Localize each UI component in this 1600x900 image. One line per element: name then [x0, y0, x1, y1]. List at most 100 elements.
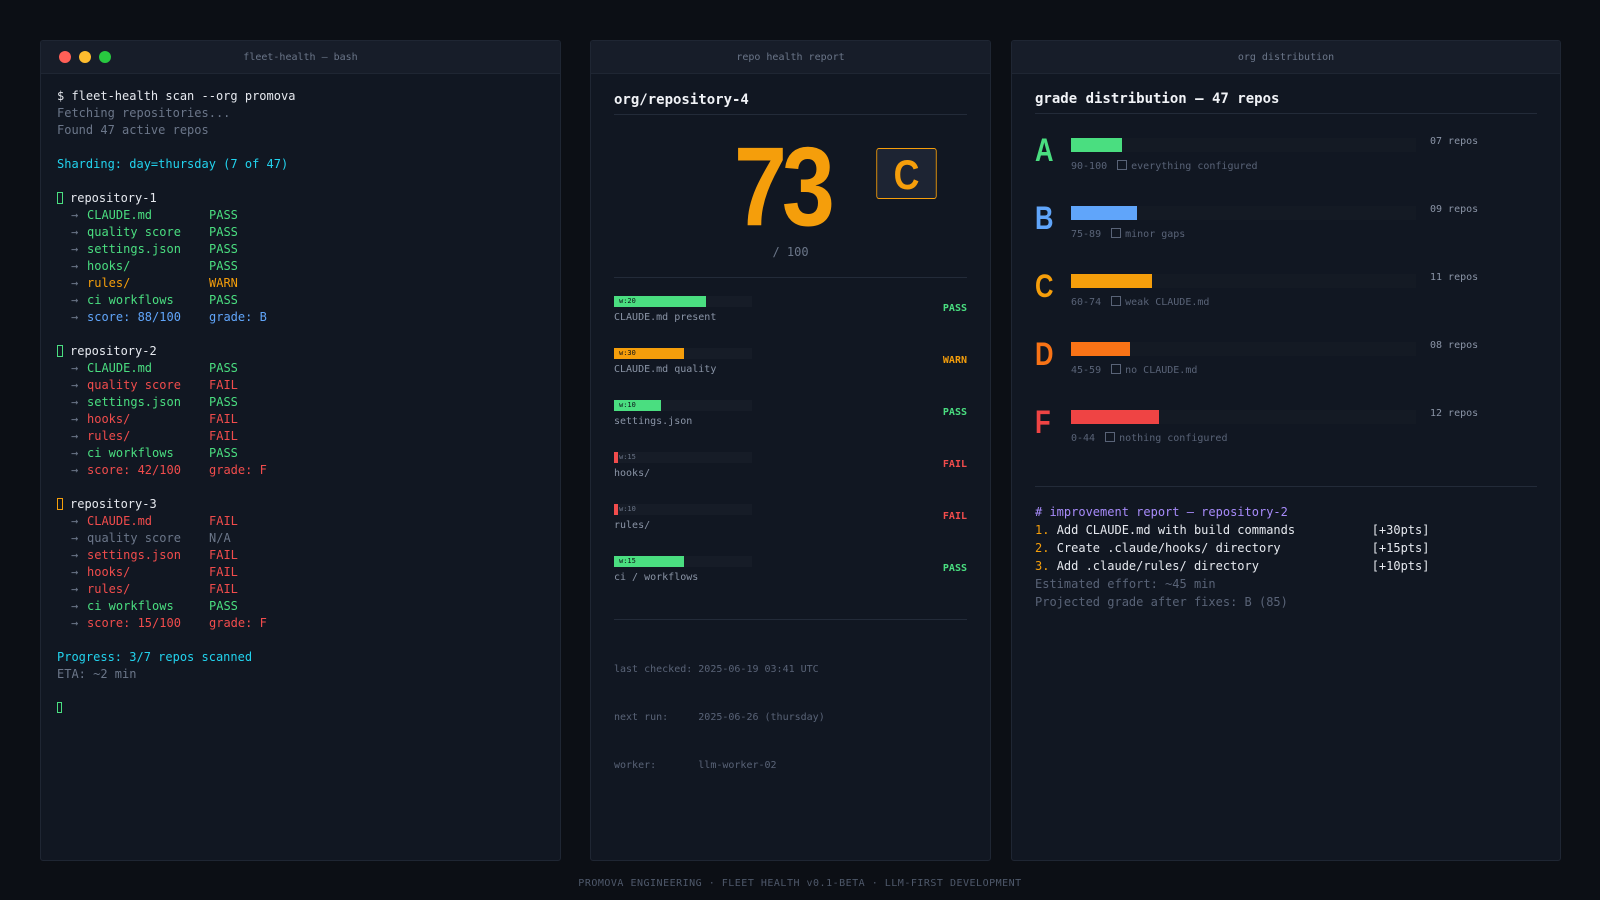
arrow-icon: →	[71, 531, 79, 545]
grade-count: 09 repos	[1430, 204, 1479, 215]
score-line: → score: 42/100 grade: F	[57, 462, 544, 479]
check-line: → rules/FAIL	[57, 581, 544, 598]
arrow-icon: →	[71, 259, 79, 273]
check-name: rules/	[87, 429, 131, 443]
improvement-points: [+10pts]	[1371, 559, 1430, 573]
repo-grade: grade: B	[209, 310, 267, 324]
grade-desc-text: weak CLAUDE.md	[1125, 297, 1210, 308]
grade-range: 60-74	[1071, 297, 1102, 308]
repo-name: repository-2	[70, 344, 157, 358]
grade-row-f: F 12 repos 0-44 nothing configured	[1035, 396, 1537, 464]
check-row: w:20 CLAUDE.md present PASS	[614, 295, 967, 347]
grade-bar-track	[1071, 274, 1416, 288]
check-name: quality score	[87, 378, 181, 392]
minimize-window-button[interactable]	[79, 51, 91, 63]
check-status: PASS	[209, 259, 238, 273]
arrow-icon: →	[71, 293, 79, 307]
arrow-icon: →	[71, 514, 79, 528]
arrow-icon: →	[71, 208, 79, 222]
terminal-output[interactable]: $ fleet-health scan --org promova Fetchi…	[41, 74, 560, 731]
check-line: → rules/FAIL	[57, 428, 544, 445]
grade-row-c: C 11 repos 60-74 weak CLAUDE.md	[1035, 260, 1537, 328]
check-line: → ci workflows PASS	[57, 292, 544, 309]
check-name: ci workflows	[87, 446, 174, 460]
check-line: → quality score N/A	[57, 530, 544, 547]
check-label: settings.json	[614, 416, 693, 427]
arrow-icon: →	[71, 378, 79, 392]
check-status: WARN	[942, 355, 967, 366]
terminal-cursor	[57, 702, 62, 713]
eta-line: ETA: ~2 min	[57, 667, 137, 681]
check-line: → settings.json PASS	[57, 394, 544, 411]
check-label: CLAUDE.md present	[614, 312, 717, 323]
repo-heading: repository-2	[57, 343, 544, 360]
check-name: CLAUDE.md	[87, 208, 153, 222]
check-label: rules/	[614, 520, 651, 531]
check-status: FAIL	[942, 459, 967, 470]
check-status: PASS	[209, 361, 238, 375]
fetching-line: Fetching repositories...	[57, 106, 231, 120]
check-status: PASS	[209, 395, 238, 409]
grade-bar-fill	[1071, 274, 1152, 288]
square-icon	[1111, 228, 1122, 238]
check-line: → ci workflows PASS	[57, 598, 544, 615]
grade-bar-fill	[1071, 342, 1130, 356]
repo-grade: grade: F	[209, 616, 267, 630]
check-row: w:10 settings.json PASS	[614, 399, 967, 451]
check-weight: w:15	[619, 453, 636, 461]
improvement-item: 2. Create .claude/hooks/ directory [+15pt…	[1035, 539, 1537, 557]
check-bar-fill	[614, 452, 619, 463]
status-box-icon	[57, 498, 63, 510]
worker: worker: llm-worker-02	[614, 760, 777, 771]
distribution-titlebar: org distribution	[1012, 41, 1560, 74]
improvement-points: [+30pts]	[1371, 523, 1430, 537]
org-distribution: org distribution grade distribution — 47…	[1011, 40, 1561, 861]
improvement-number: 1.	[1035, 523, 1050, 537]
repo-heading: repository-1	[57, 190, 544, 207]
arrow-icon: →	[71, 361, 79, 375]
check-status: PASS	[209, 208, 238, 222]
terminal-titlebar: fleet-health — bash	[41, 41, 560, 74]
check-line: → settings.json PASS	[57, 241, 544, 258]
check-bar-fill	[614, 504, 619, 515]
improvement-report: # improvement report — repository-2 1. A…	[1035, 487, 1537, 611]
distribution-title: org distribution	[1237, 52, 1335, 63]
grade-desc-text: minor gaps	[1125, 229, 1186, 240]
check-line: → quality score FAIL	[57, 377, 544, 394]
check-status: FAIL	[942, 511, 967, 522]
grade-count: 12 repos	[1430, 408, 1479, 419]
check-name: hooks/	[87, 565, 131, 579]
arrow-icon: →	[71, 395, 79, 409]
check-bar-fill	[614, 348, 685, 359]
found-line: Found 47 active repos	[57, 123, 209, 137]
footer: PROMOVA ENGINEERING · FLEET HEALTH v0.1-…	[578, 878, 1022, 889]
score-line: → score: 88/100 grade: B	[57, 309, 544, 326]
status-box-icon	[57, 345, 63, 357]
arrow-icon: →	[71, 225, 79, 239]
check-status: N/A	[209, 531, 231, 545]
close-window-button[interactable]	[59, 51, 71, 63]
check-bar-track: w:30	[614, 348, 752, 359]
improvement-text: Add .claude/rules/ directory	[1056, 559, 1259, 573]
check-name: settings.json	[87, 395, 181, 409]
check-status: FAIL	[209, 582, 238, 596]
arrow-icon: →	[71, 446, 79, 460]
status-box-icon	[57, 192, 63, 204]
check-status: PASS	[209, 225, 238, 239]
maximize-window-button[interactable]	[99, 51, 111, 63]
check-status: PASS	[942, 303, 967, 314]
check-name: quality score	[87, 531, 181, 545]
grade-row-a: A 07 repos 90-100 everything configured	[1035, 124, 1537, 192]
score-max: / 100	[772, 245, 809, 259]
check-name: settings.json	[87, 242, 181, 256]
repo-score: score: 15/100	[87, 616, 181, 630]
check-bar-track: w:10	[614, 400, 752, 411]
check-status: PASS	[209, 293, 238, 307]
check-bar-track: w:15	[614, 452, 752, 463]
improvement-number: 3.	[1035, 559, 1050, 573]
command-line: $ fleet-health scan --org promova	[57, 89, 296, 103]
report-repo-name: org/repository-4	[614, 92, 967, 115]
check-weight: w:30	[619, 349, 636, 357]
check-label: ci / workflows	[614, 572, 699, 583]
check-status: FAIL	[209, 412, 238, 426]
